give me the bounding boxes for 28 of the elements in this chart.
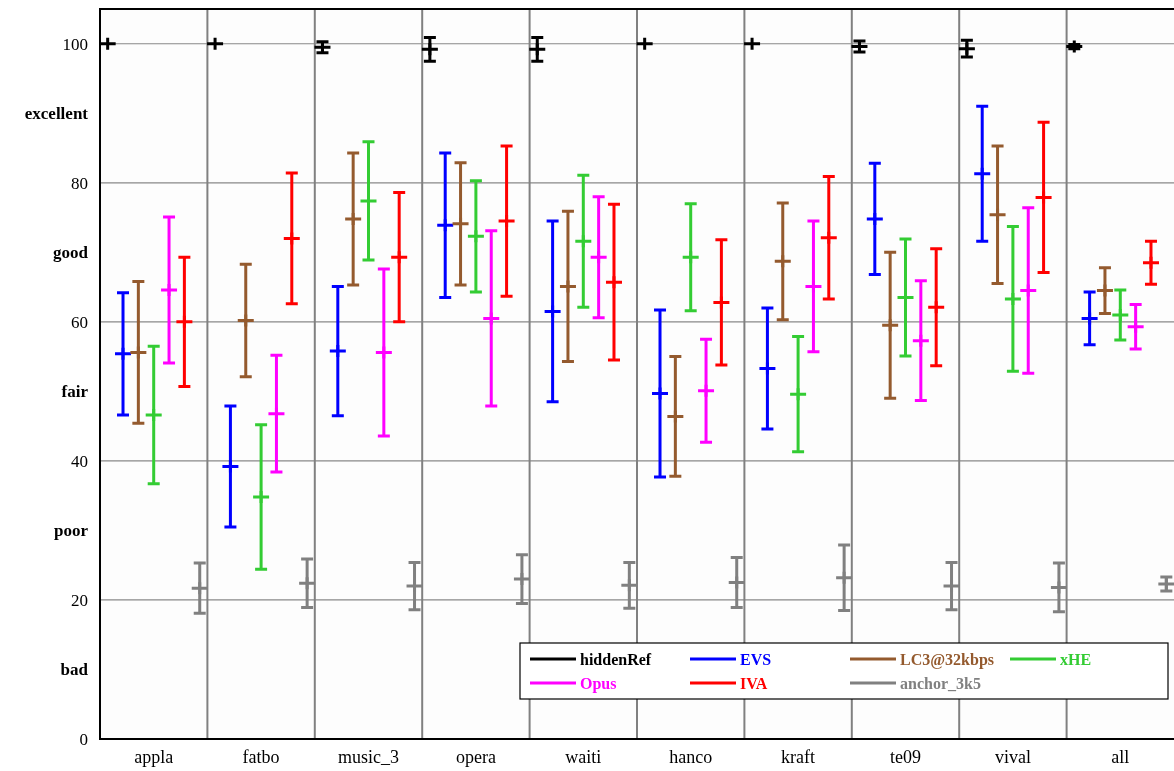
x-tick-label: appla [134,747,174,767]
y-tick-label: 80 [71,173,88,193]
legend-label: hiddenRef [580,650,652,668]
legend-label: EVS [740,650,772,668]
y-tick-label: 60 [71,312,88,332]
x-tick-label: vival [994,747,1031,767]
y-tick-label: bad [60,660,89,680]
x-tick-label: opera [455,747,496,767]
y-tick-label: excellent [24,104,89,124]
x-tick-label: te09 [890,747,921,767]
legend-label: IVA [740,674,768,692]
legend-label: Opus [580,674,617,693]
x-tick-label: waiti [565,747,602,767]
y-tick-label: 100 [62,34,88,54]
y-tick-label: 40 [71,451,88,471]
y-tick-label: 20 [71,590,88,610]
legend-label: LC3@32kbps [900,650,995,669]
y-tick-label: poor [54,521,89,541]
y-tick-label: fair [61,382,89,402]
x-tick-label: music_3 [338,747,399,767]
x-tick-label: fatbo [242,747,280,767]
y-tick-label: 0 [79,729,88,749]
y-tick-label: good [53,243,89,263]
legend-label: xHE [1060,650,1092,668]
legend-label: anchor_3k5 [900,674,981,692]
x-tick-label: all [1111,747,1130,767]
x-tick-label: kraft [781,747,816,767]
x-tick-label: hanco [669,747,713,767]
